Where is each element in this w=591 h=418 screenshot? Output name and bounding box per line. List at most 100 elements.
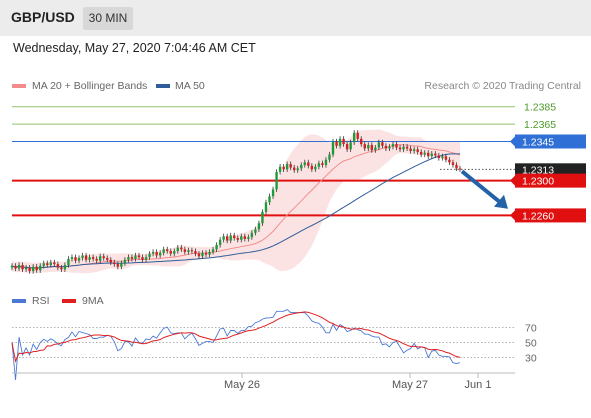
candle-body bbox=[352, 132, 356, 143]
candle-body bbox=[303, 162, 306, 165]
candle-body bbox=[455, 164, 458, 169]
timeframe-button[interactable]: 30 MIN bbox=[83, 7, 133, 30]
candle-body bbox=[398, 147, 402, 150]
candle-body bbox=[169, 251, 172, 254]
rsi-tick-label: 30 bbox=[525, 353, 537, 365]
candle-body bbox=[416, 149, 419, 152]
copyright-text: Research © 2020 Trading Central bbox=[424, 80, 581, 92]
candle-body bbox=[148, 253, 151, 258]
bollinger-band-fill bbox=[12, 129, 460, 274]
candle-body bbox=[106, 258, 109, 260]
candle-body bbox=[412, 149, 416, 152]
candle-body bbox=[335, 141, 338, 146]
candle-body bbox=[183, 249, 187, 252]
candle-body bbox=[162, 249, 165, 253]
candle-body bbox=[233, 235, 236, 239]
candle-body bbox=[127, 257, 130, 260]
candle-body bbox=[331, 141, 335, 155]
instrument-title: GBP/USD bbox=[11, 9, 75, 25]
candle-body bbox=[56, 264, 60, 268]
candle-body bbox=[356, 132, 359, 139]
candle-body bbox=[395, 144, 398, 148]
candle-body bbox=[137, 255, 141, 258]
candle-body bbox=[345, 144, 349, 150]
candle-body bbox=[229, 235, 232, 241]
last-price-label: 1.2313 bbox=[522, 164, 554, 176]
candle-body bbox=[176, 247, 179, 252]
candle-body bbox=[271, 189, 275, 197]
timeframe-label: 30 MIN bbox=[88, 11, 128, 25]
candle-body bbox=[363, 144, 366, 149]
level-label-1.2260: 1.2260 bbox=[522, 210, 554, 222]
candle-body bbox=[10, 265, 14, 268]
rsi-legend-label: RSI bbox=[32, 295, 50, 307]
candle-body bbox=[31, 266, 35, 272]
candle-body bbox=[60, 267, 63, 270]
level-label-1.2300: 1.2300 bbox=[522, 176, 554, 188]
candle-body bbox=[268, 196, 271, 203]
candle-body bbox=[144, 257, 148, 260]
candle-body bbox=[35, 266, 38, 271]
ma50-legend-label: MA 50 bbox=[175, 80, 205, 92]
candle-body bbox=[197, 253, 201, 257]
candle-body bbox=[120, 263, 123, 267]
candle-body bbox=[282, 166, 285, 170]
candle-body bbox=[130, 257, 134, 259]
forecast-arrow-head bbox=[494, 194, 508, 209]
candle-body bbox=[88, 257, 91, 260]
candle-body bbox=[409, 148, 412, 152]
candle-body bbox=[211, 249, 215, 252]
rsi-legend-swatch bbox=[12, 299, 26, 303]
candle-body bbox=[430, 153, 433, 157]
forecast-arrow-shaft bbox=[460, 169, 504, 206]
candle-body bbox=[444, 156, 448, 160]
forecast-arrow bbox=[460, 169, 508, 209]
bollinger-band bbox=[12, 129, 460, 274]
candle-body bbox=[391, 144, 395, 147]
candle-body bbox=[222, 236, 225, 240]
timestamp: Wednesday, May 27, 2020 7:04:46 AM CET bbox=[13, 41, 256, 55]
candle-body bbox=[98, 256, 102, 261]
candle-body bbox=[317, 163, 321, 167]
candle-body bbox=[261, 211, 264, 224]
candle-body bbox=[102, 256, 105, 259]
candle-body bbox=[243, 236, 247, 239]
candle-body bbox=[342, 138, 345, 145]
candle-body bbox=[441, 156, 444, 159]
level-tag-1.2345 bbox=[515, 134, 586, 149]
candle-body bbox=[264, 202, 268, 212]
header-bar: GBP/USD 30 MIN bbox=[0, 0, 591, 36]
candle-body bbox=[423, 152, 426, 155]
candle-body bbox=[63, 264, 67, 270]
level-label-1.2385: 1.2385 bbox=[524, 102, 556, 114]
candle-body bbox=[77, 258, 81, 261]
rsi-tick-label: 70 bbox=[525, 323, 537, 335]
candle-body bbox=[84, 255, 88, 260]
candle-body bbox=[24, 267, 28, 270]
candle-body bbox=[254, 229, 257, 233]
candle-body bbox=[166, 249, 169, 252]
candle-body bbox=[67, 258, 70, 265]
candle-body bbox=[42, 263, 45, 266]
candle-body bbox=[300, 164, 303, 169]
level-tag-pointer-1.2345 bbox=[510, 136, 515, 147]
candle-body bbox=[123, 259, 127, 264]
candle-body bbox=[173, 251, 176, 254]
level-tag-1.2260 bbox=[515, 208, 586, 223]
candle-body bbox=[328, 154, 331, 160]
candle-body bbox=[367, 144, 370, 149]
candle-body bbox=[374, 147, 377, 151]
ma20-legend-label: MA 20 + Bollinger Bands bbox=[32, 80, 148, 92]
candle-body bbox=[236, 238, 239, 240]
candle-body bbox=[215, 244, 218, 250]
candle-body bbox=[321, 163, 324, 165]
candle-body bbox=[194, 251, 197, 254]
candle-body bbox=[247, 237, 250, 239]
candle-body bbox=[250, 232, 254, 238]
rsi-9ma-line bbox=[11, 311, 461, 363]
time-tick-label: May 26 bbox=[224, 379, 260, 391]
candle-body bbox=[360, 138, 363, 145]
candle-body bbox=[141, 257, 144, 260]
candles bbox=[10, 130, 462, 274]
